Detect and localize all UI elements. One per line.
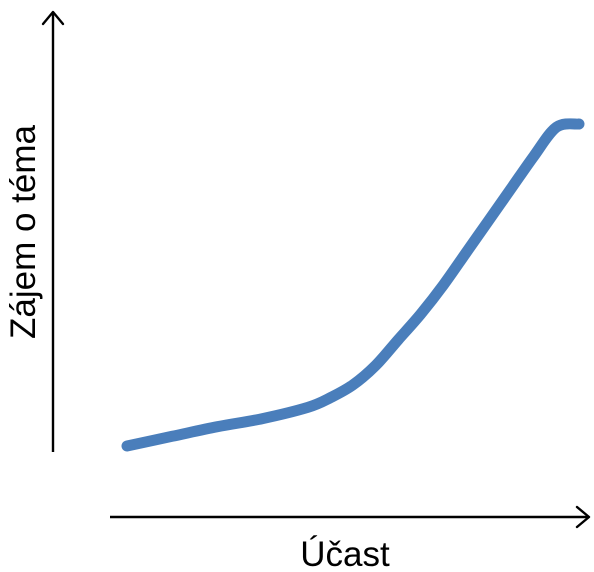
x-axis-label: Účast [300, 535, 390, 572]
y-axis-label: Zájem o téma [4, 124, 43, 338]
x-axis [110, 507, 589, 527]
y-axis [43, 12, 63, 452]
series-line-0 [127, 124, 579, 446]
